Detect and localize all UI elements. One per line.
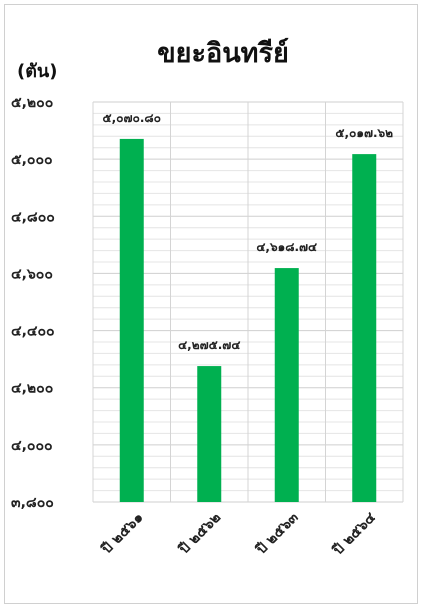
bars <box>119 138 377 502</box>
y-tick-labels: ๓,๘๐๐ ๔,๐๐๐ ๔,๒๐๐ ๔,๔๐๐ ๔,๖๐๐ ๔,๘๐๐ ๕,๐๐๐ ๕,๒๐๐ <box>11 95 55 511</box>
bar <box>197 366 222 502</box>
bar <box>274 268 299 502</box>
bar <box>119 138 144 502</box>
chart-frame: ขยะอินทรีย์ (ตัน) ๓,๘๐๐ ๔,๐๐๐ ๔,๒๐๐ ๔,๔๐๐ ๔,… <box>4 4 418 604</box>
data-label: ๔,๒๗๕.๗๔ <box>178 338 240 352</box>
y-tick-label: ๔,๖๐๐ <box>11 266 53 282</box>
data-label: ๕,๐๑๗.๖๒ <box>335 126 393 140</box>
x-tick-labels: ปี ๒๕๖๑ ปี ๒๕๖๒ ปี ๒๕๖๓ ปี ๒๕๖๔ <box>98 509 379 559</box>
x-tick-label: ปี ๒๕๖๓ <box>252 509 301 558</box>
x-tick-label: ปี ๒๕๖๒ <box>175 510 224 559</box>
data-label: ๔,๖๑๘.๗๔ <box>256 240 317 254</box>
chart-title: ขยะอินทรีย์ <box>157 37 289 69</box>
bar-chart: ขยะอินทรีย์ (ตัน) ๓,๘๐๐๔,๐๐๐๔,๒๐๐๔,๔๐๐๔,… <box>11 37 404 559</box>
data-label: ๕,๐๗๐.๘๐ <box>103 111 161 125</box>
y-tick-label: ๔,๐๐๐ <box>11 438 53 454</box>
y-tick-label: ๓,๘๐๐ <box>11 495 54 511</box>
x-tick-label: ปี ๒๕๖๑ <box>98 510 147 559</box>
y-tick-label: ๕,๐๐๐ <box>11 152 53 168</box>
y-tick-label: ๔,๔๐๐ <box>11 324 55 340</box>
y-unit-label: (ตัน) <box>17 61 57 82</box>
bar <box>352 154 377 502</box>
y-tick-label: ๕,๒๐๐ <box>11 95 53 111</box>
data-labels: ๕,๐๗๐.๘๐๔,๒๗๕.๗๔ ๔,๖๑๘.๗๔ ๕,๐๑๗.๖๒ <box>103 111 394 352</box>
x-tick-label: ปี ๒๕๖๔ <box>329 509 379 559</box>
gridlines <box>92 101 404 503</box>
y-tick-label: ๔,๒๐๐ <box>11 381 53 397</box>
y-tick-label: ๔,๘๐๐ <box>11 209 55 225</box>
